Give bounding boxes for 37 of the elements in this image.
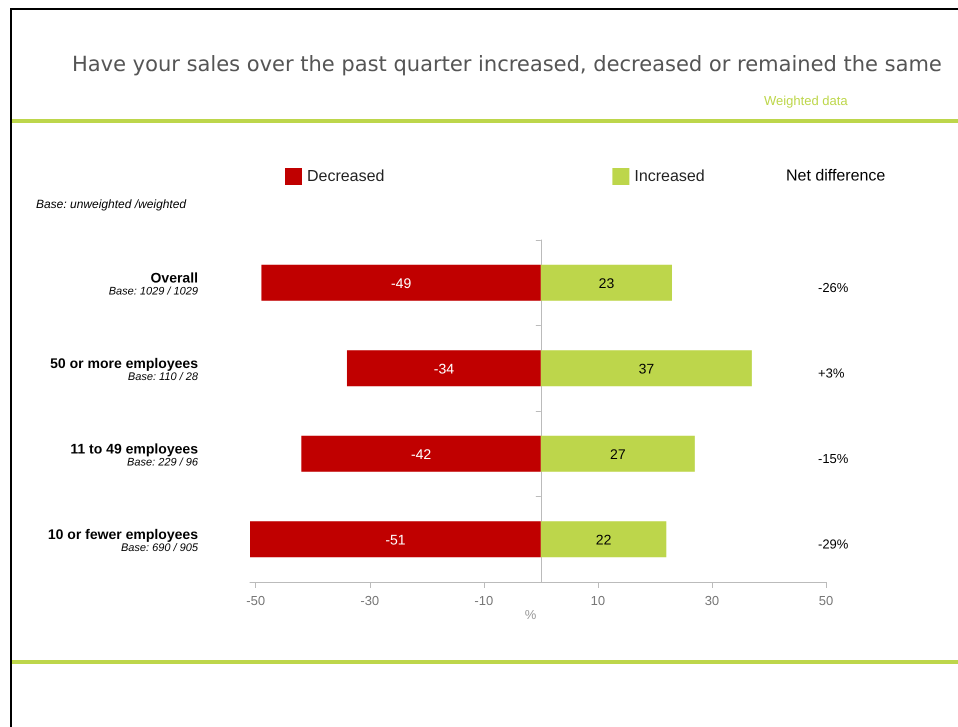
- y-tick-label: Overall Base: 1029 / 1029: [108, 269, 198, 298]
- data-label: -34: [434, 360, 454, 376]
- data-label: 22: [596, 531, 612, 548]
- data-label: 23: [598, 274, 614, 291]
- annotation: -26%: [818, 280, 849, 295]
- bar: [346, 350, 541, 386]
- text: Base: unweighted /weighted: [36, 197, 186, 211]
- legend-label: Decreased: [307, 168, 384, 185]
- data-label: 27: [610, 446, 626, 462]
- annotation: -29%: [818, 536, 849, 552]
- chart-title: Have your sales over the past quarter increased, decreased or remained the same: [72, 52, 942, 76]
- bar: [250, 521, 541, 558]
- data-label: -42: [410, 446, 432, 462]
- y-tick-label: 11 to 49 employees Base: 229 / 96: [70, 440, 199, 468]
- text: Net difference: [786, 168, 886, 184]
- x-tick-label: 50: [818, 593, 834, 608]
- y-tick-label: 10 or fewer employees Base: 690 / 905: [48, 526, 199, 554]
- data-label: -49: [391, 274, 412, 291]
- text: Weighted data: [764, 93, 848, 108]
- x-tick-label: -10: [474, 593, 494, 608]
- x-tick-label: -50: [246, 593, 266, 608]
- bar: [540, 521, 666, 558]
- annotation: -15%: [818, 450, 849, 466]
- bar: [261, 264, 541, 301]
- annotation: +3%: [818, 365, 845, 380]
- x-tick-label: 30: [704, 593, 720, 608]
- legend-label: Increased: [634, 168, 705, 185]
- bar: [540, 264, 672, 301]
- bar: [540, 350, 752, 386]
- data-label: -51: [385, 531, 406, 548]
- data-label: 37: [638, 360, 654, 376]
- x-tick-label: 10: [590, 593, 606, 608]
- x-tick-label: -30: [360, 593, 380, 608]
- bar: [540, 436, 695, 472]
- bar: [301, 436, 541, 472]
- x-axis-title: %: [524, 606, 537, 622]
- y-tick-label: 50 or more employees Base: 110 / 28: [50, 354, 199, 383]
